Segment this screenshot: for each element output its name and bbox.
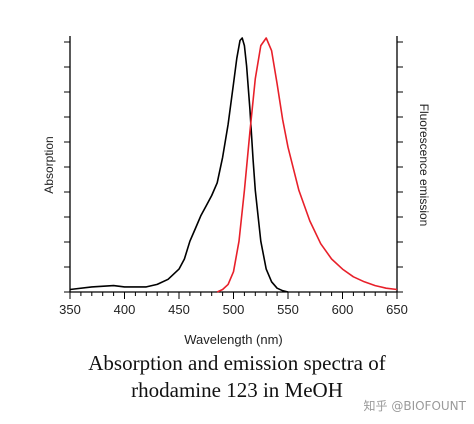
x-axis-label: Wavelength (nm) — [184, 332, 283, 347]
y-axis-label-right: Fluorescence emission — [417, 104, 431, 227]
x-tick-label: 650 — [386, 302, 408, 317]
x-tick-label: 450 — [168, 302, 190, 317]
figure-caption-line-1: Absorption and emission spectra of — [88, 351, 386, 375]
emission-curve — [216, 37, 398, 293]
x-tick-label: 600 — [332, 302, 354, 317]
chart-axes — [69, 36, 398, 293]
y-axis-label-left: Absorption — [42, 136, 56, 193]
watermark: 知乎 @BIOFOUNT — [363, 399, 466, 413]
tick-marks — [64, 41, 403, 299]
series-lines — [69, 37, 398, 293]
figure-caption-line-2: rhodamine 123 in MeOH — [131, 378, 343, 402]
x-tick-labels: 350 400 450 500 550 600 650 — [59, 302, 408, 317]
x-tick-label: 350 — [59, 302, 81, 317]
absorption-curve — [69, 37, 289, 293]
x-tick-label: 400 — [114, 302, 136, 317]
x-tick-label: 500 — [223, 302, 245, 317]
spectra-chart: 350 400 450 500 550 600 650 Wavelength (nm) Ab… — [42, 36, 431, 347]
x-tick-label: 550 — [277, 302, 299, 317]
